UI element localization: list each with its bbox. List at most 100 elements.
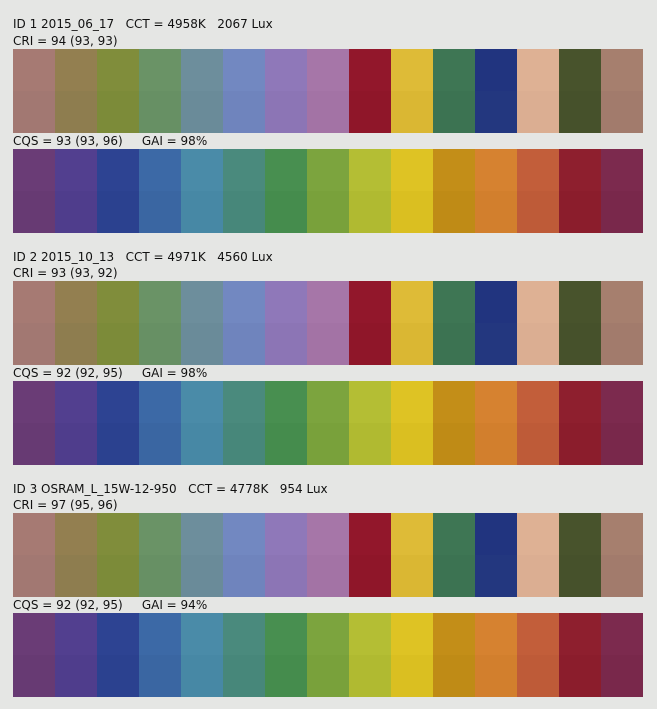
cqs-swatch-6-upper xyxy=(223,149,265,191)
cri-swatch-6-upper xyxy=(223,513,265,555)
cqs-swatch-14-upper xyxy=(559,613,601,655)
cri-swatch-13-upper xyxy=(517,513,559,555)
block-1-cqs: CQS = 93 (93, 96) GAI = 98% xyxy=(13,134,208,148)
cqs-swatch-2 xyxy=(55,613,97,697)
cri-swatch-13 xyxy=(517,49,559,133)
cri-swatch-15-upper xyxy=(601,281,643,323)
cqs-swatch-10 xyxy=(391,149,433,233)
cqs-swatch-3 xyxy=(97,149,139,233)
cri-swatch-9 xyxy=(349,281,391,365)
cqs-swatch-4 xyxy=(139,381,181,465)
cqs-swatch-10-upper xyxy=(391,613,433,655)
cri-swatch-10 xyxy=(391,281,433,365)
cqs-swatch-9-upper xyxy=(349,149,391,191)
cqs-swatch-1-upper xyxy=(13,381,55,423)
cqs-swatch-5-upper xyxy=(181,613,223,655)
cri-swatch-3 xyxy=(97,49,139,133)
cri-swatch-15 xyxy=(601,513,643,597)
cri-swatch-8 xyxy=(307,281,349,365)
cqs-swatch-10 xyxy=(391,613,433,697)
cqs-swatch-7-upper xyxy=(265,381,307,423)
cqs-swatch-8-upper xyxy=(307,149,349,191)
cri-swatch-7 xyxy=(265,513,307,597)
cqs-swatch-12-upper xyxy=(475,149,517,191)
cri-swatch-10-upper xyxy=(391,281,433,323)
cqs-swatch-11-upper xyxy=(433,613,475,655)
cri-swatch-14-upper xyxy=(559,281,601,323)
cqs-swatch-13 xyxy=(517,613,559,697)
cri-swatch-12 xyxy=(475,513,517,597)
cri-swatch-2-upper xyxy=(55,513,97,555)
cri-swatch-5 xyxy=(181,49,223,133)
cri-swatch-5 xyxy=(181,281,223,365)
cri-swatch-9-upper xyxy=(349,281,391,323)
cri-swatch-6-upper xyxy=(223,49,265,91)
cqs-swatch-4-upper xyxy=(139,149,181,191)
cri-swatch-9-upper xyxy=(349,513,391,555)
cri-swatch-6-upper xyxy=(223,281,265,323)
cri-swatch-7 xyxy=(265,281,307,365)
cqs-swatch-4 xyxy=(139,149,181,233)
cri-swatch-2-upper xyxy=(55,49,97,91)
block-1-cri-swatches xyxy=(13,49,643,133)
cri-swatch-5-upper xyxy=(181,281,223,323)
cri-swatch-2 xyxy=(55,513,97,597)
cri-swatch-2-upper xyxy=(55,281,97,323)
cri-swatch-7 xyxy=(265,49,307,133)
cqs-swatch-5 xyxy=(181,381,223,465)
cqs-swatch-15-upper xyxy=(601,381,643,423)
cqs-swatch-3 xyxy=(97,613,139,697)
cqs-swatch-13-upper xyxy=(517,613,559,655)
cqs-swatch-9 xyxy=(349,613,391,697)
block-2-cqs: CQS = 92 (92, 95) GAI = 98% xyxy=(13,366,208,380)
cri-swatch-12 xyxy=(475,281,517,365)
cri-swatch-4 xyxy=(139,513,181,597)
cqs-swatch-2 xyxy=(55,149,97,233)
cqs-swatch-3 xyxy=(97,381,139,465)
cri-swatch-1-upper xyxy=(13,49,55,91)
cri-swatch-11 xyxy=(433,513,475,597)
cri-swatch-13 xyxy=(517,281,559,365)
cqs-swatch-4 xyxy=(139,613,181,697)
cqs-swatch-14 xyxy=(559,381,601,465)
cqs-swatch-13 xyxy=(517,381,559,465)
cri-swatch-3 xyxy=(97,281,139,365)
cri-swatch-4 xyxy=(139,49,181,133)
block-1-cri: CRI = 94 (93, 93) xyxy=(13,34,118,48)
cqs-swatch-8-upper xyxy=(307,613,349,655)
cqs-swatch-2 xyxy=(55,381,97,465)
cqs-swatch-5-upper xyxy=(181,149,223,191)
cqs-swatch-14-upper xyxy=(559,381,601,423)
cri-swatch-14 xyxy=(559,49,601,133)
block-1-cqs-swatches xyxy=(13,149,643,233)
cqs-swatch-6 xyxy=(223,613,265,697)
cri-swatch-4-upper xyxy=(139,281,181,323)
cqs-swatch-1 xyxy=(13,381,55,465)
cri-swatch-5 xyxy=(181,513,223,597)
cqs-swatch-8 xyxy=(307,613,349,697)
cri-swatch-14-upper xyxy=(559,513,601,555)
cri-swatch-2 xyxy=(55,281,97,365)
cri-swatch-14-upper xyxy=(559,49,601,91)
cqs-swatch-6-upper xyxy=(223,381,265,423)
cqs-swatch-12-upper xyxy=(475,613,517,655)
cqs-swatch-1-upper xyxy=(13,149,55,191)
cri-swatch-13 xyxy=(517,513,559,597)
block-3-cqs: CQS = 92 (92, 95) GAI = 94% xyxy=(13,598,208,612)
cqs-swatch-10 xyxy=(391,381,433,465)
block-3-cri: CRI = 97 (95, 96) xyxy=(13,498,118,512)
cri-swatch-8-upper xyxy=(307,49,349,91)
cqs-swatch-11 xyxy=(433,613,475,697)
cri-swatch-9 xyxy=(349,513,391,597)
cqs-swatch-5 xyxy=(181,149,223,233)
cqs-swatch-3-upper xyxy=(97,381,139,423)
cqs-swatch-12 xyxy=(475,149,517,233)
cqs-swatch-15-upper xyxy=(601,613,643,655)
cqs-swatch-8 xyxy=(307,149,349,233)
cri-swatch-10 xyxy=(391,513,433,597)
cri-swatch-9-upper xyxy=(349,49,391,91)
cqs-swatch-12 xyxy=(475,613,517,697)
cri-swatch-14 xyxy=(559,513,601,597)
cqs-swatch-13 xyxy=(517,149,559,233)
cqs-swatch-2-upper xyxy=(55,613,97,655)
